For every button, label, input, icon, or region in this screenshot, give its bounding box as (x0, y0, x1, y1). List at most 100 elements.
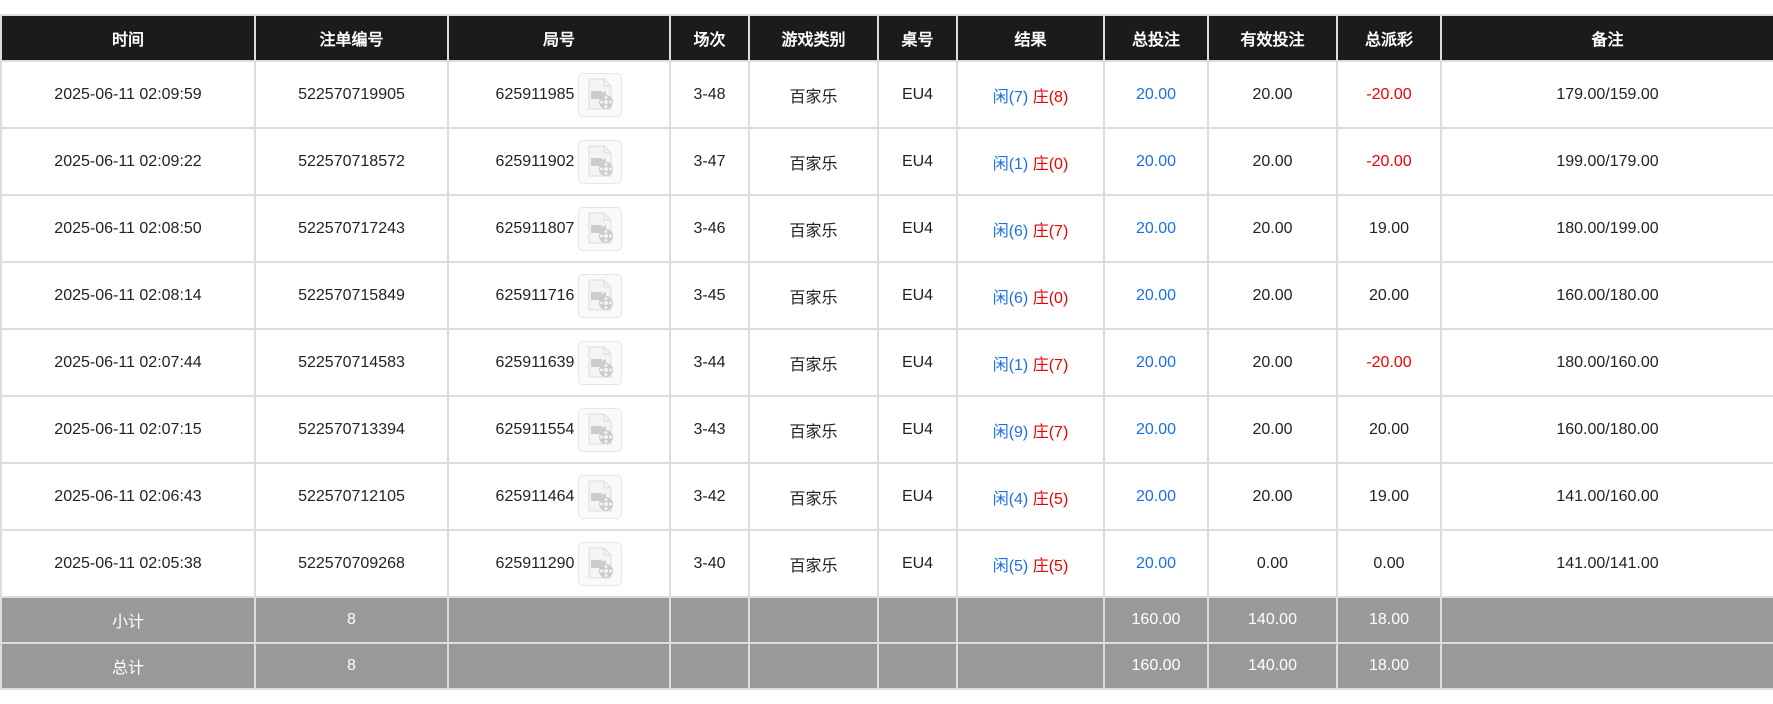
video-replay-icon[interactable] (578, 541, 623, 586)
result: 闲(4) 庄(5) (956, 462, 1105, 531)
round-cell: 625911902 (447, 127, 671, 196)
game-type: 百家乐 (748, 127, 879, 196)
round-cell: 625911639 (447, 328, 671, 397)
table-number: EU4 (877, 529, 958, 598)
bet-time: 2025-06-11 02:07:15 (0, 395, 256, 464)
banker-result: 庄(7) (1032, 423, 1069, 441)
table-number: EU4 (877, 395, 958, 464)
table-row: 2025-06-11 02:05:38 522570709268 6259112… (0, 529, 1773, 598)
bet-id: 522570712105 (254, 462, 449, 531)
total-bet: 20.00 (1103, 60, 1209, 129)
column-header-game-type: 游戏类别 (748, 14, 879, 62)
game-type: 百家乐 (748, 261, 879, 330)
note: 179.00/159.00 (1440, 60, 1773, 129)
player-result: 闲(4) (992, 490, 1029, 508)
note: 180.00/160.00 (1440, 328, 1773, 397)
valid-bet: 20.00 (1207, 328, 1338, 397)
table-number: EU4 (877, 127, 958, 196)
video-replay-icon[interactable] (578, 407, 623, 452)
game-type: 百家乐 (748, 328, 879, 397)
table-number: EU4 (877, 462, 958, 531)
table-number: EU4 (877, 328, 958, 397)
summary-payout: 18.00 (1336, 642, 1442, 690)
game-type: 百家乐 (748, 60, 879, 129)
video-replay-icon[interactable] (578, 206, 623, 251)
video-replay-icon[interactable] (578, 474, 623, 519)
table-row: 2025-06-11 02:07:15 522570713394 6259115… (0, 395, 1773, 464)
payout: 19.00 (1336, 462, 1442, 531)
player-result: 闲(7) (992, 88, 1029, 106)
table-row: 2025-06-11 02:08:50 522570717243 6259118… (0, 194, 1773, 263)
summary-valid-bet: 140.00 (1207, 642, 1338, 690)
round-cell: 625911464 (447, 462, 671, 531)
note: 199.00/179.00 (1440, 127, 1773, 196)
shoe: 3-48 (669, 60, 750, 129)
round-number: 625911554 (495, 420, 575, 438)
summary-total-bet: 160.00 (1103, 596, 1209, 644)
round-cell: 625911716 (447, 261, 671, 330)
valid-bet: 0.00 (1207, 529, 1338, 598)
player-result: 闲(6) (992, 289, 1029, 307)
note: 141.00/141.00 (1440, 529, 1773, 598)
summary-label: 小计 (0, 596, 256, 644)
player-result: 闲(1) (992, 356, 1029, 374)
video-replay-icon[interactable] (578, 139, 623, 184)
banker-result: 庄(7) (1032, 356, 1069, 374)
total-bet: 20.00 (1103, 127, 1209, 196)
player-result: 闲(9) (992, 423, 1029, 441)
payout: -20.00 (1336, 60, 1442, 129)
table-number: EU4 (877, 60, 958, 129)
game-type: 百家乐 (748, 529, 879, 598)
bet-time: 2025-06-11 02:08:14 (0, 261, 256, 330)
result: 闲(5) 庄(5) (956, 529, 1105, 598)
video-replay-icon[interactable] (578, 273, 623, 318)
round-cell: 625911290 (447, 529, 671, 598)
round-number: 625911902 (495, 152, 575, 170)
shoe: 3-43 (669, 395, 750, 464)
bet-id: 522570718572 (254, 127, 449, 196)
table-row: 2025-06-11 02:09:22 522570718572 6259119… (0, 127, 1773, 196)
banker-result: 庄(5) (1032, 557, 1069, 575)
round-cell: 625911985 (447, 60, 671, 129)
note: 160.00/180.00 (1440, 261, 1773, 330)
player-result: 闲(5) (992, 557, 1029, 575)
result: 闲(9) 庄(7) (956, 395, 1105, 464)
summary-valid-bet: 140.00 (1207, 596, 1338, 644)
bet-id: 522570715849 (254, 261, 449, 330)
column-header-time: 时间 (0, 14, 256, 62)
shoe: 3-42 (669, 462, 750, 531)
result: 闲(1) 庄(7) (956, 328, 1105, 397)
total-bet: 20.00 (1103, 462, 1209, 531)
payout: 20.00 (1336, 395, 1442, 464)
bet-id: 522570713394 (254, 395, 449, 464)
round-cell: 625911554 (447, 395, 671, 464)
bet-id: 522570719905 (254, 60, 449, 129)
valid-bet: 20.00 (1207, 395, 1338, 464)
total-bet: 20.00 (1103, 194, 1209, 263)
total-bet: 20.00 (1103, 395, 1209, 464)
note: 180.00/199.00 (1440, 194, 1773, 263)
summary-count: 8 (254, 642, 449, 690)
payout: 0.00 (1336, 529, 1442, 598)
table-number: EU4 (877, 261, 958, 330)
total-bet: 20.00 (1103, 529, 1209, 598)
table-row: 2025-06-11 02:07:44 522570714583 6259116… (0, 328, 1773, 397)
payout: 20.00 (1336, 261, 1442, 330)
payout: 19.00 (1336, 194, 1442, 263)
column-header-total-bet: 总投注 (1103, 14, 1209, 62)
video-replay-icon[interactable] (578, 72, 623, 117)
header-row: 时间 注单编号 局号 场次 游戏类别 桌号 结果 总投注 有效投注 总派彩 备注 (0, 14, 1773, 62)
round-number: 625911464 (495, 487, 575, 505)
round-number: 625911639 (495, 353, 575, 371)
result: 闲(7) 庄(8) (956, 60, 1105, 129)
shoe: 3-47 (669, 127, 750, 196)
banker-result: 庄(7) (1032, 222, 1069, 240)
banker-result: 庄(0) (1032, 155, 1069, 173)
result: 闲(6) 庄(0) (956, 261, 1105, 330)
bet-id: 522570709268 (254, 529, 449, 598)
table-row: 2025-06-11 02:08:14 522570715849 6259117… (0, 261, 1773, 330)
bet-time: 2025-06-11 02:09:59 (0, 60, 256, 129)
valid-bet: 20.00 (1207, 194, 1338, 263)
bet-records-table: 时间 注单编号 局号 场次 游戏类别 桌号 结果 总投注 有效投注 总派彩 备注 2025-06-1… (0, 14, 1773, 690)
video-replay-icon[interactable] (578, 340, 623, 385)
